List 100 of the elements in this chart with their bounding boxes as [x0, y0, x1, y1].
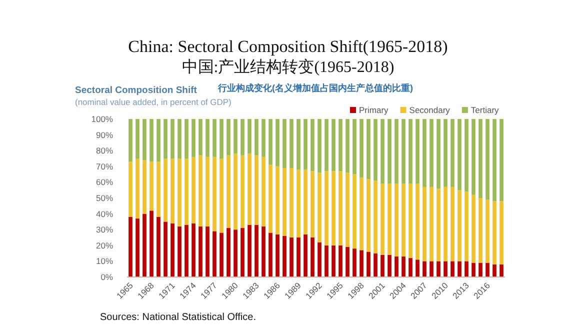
bar — [408, 119, 412, 184]
bar — [282, 119, 286, 168]
bar — [178, 158, 182, 226]
bar — [150, 162, 154, 211]
bar — [402, 256, 406, 277]
bar — [352, 119, 356, 174]
bar — [268, 232, 272, 277]
bar — [128, 119, 132, 162]
bar — [388, 184, 392, 255]
y-tick-label: 100% — [91, 114, 114, 124]
bar — [380, 254, 384, 277]
bar — [296, 238, 300, 277]
bar — [156, 216, 160, 277]
bar — [150, 210, 154, 277]
bar — [346, 246, 350, 277]
bar — [324, 119, 328, 172]
bar — [310, 238, 314, 277]
y-tick-label: 30% — [96, 224, 114, 235]
bar — [430, 186, 434, 262]
bar — [206, 156, 210, 226]
bar — [184, 119, 188, 158]
bar — [388, 119, 392, 184]
bar — [212, 156, 216, 232]
bar — [338, 171, 342, 246]
bar — [464, 192, 468, 262]
bar — [170, 158, 174, 224]
bar — [178, 119, 182, 158]
bar — [296, 170, 300, 238]
y-tick-label: 90% — [96, 130, 114, 140]
bar — [254, 155, 258, 225]
bar — [374, 253, 378, 277]
bar — [486, 262, 490, 277]
bar — [254, 224, 258, 277]
bar — [310, 119, 314, 172]
bar — [198, 119, 202, 156]
bar — [422, 261, 426, 277]
bar — [290, 238, 294, 277]
bar — [178, 226, 182, 277]
bar — [142, 119, 146, 160]
bar — [458, 119, 462, 190]
text: 行业构成变化(名义增加值占国内生产总值的比重) — [217, 83, 413, 93]
y-tick-label: 40% — [96, 208, 114, 219]
bar — [394, 184, 398, 256]
bar — [492, 264, 496, 277]
bar — [268, 119, 272, 165]
bar — [374, 119, 378, 181]
bar — [164, 222, 168, 277]
legend-label: Primary — [359, 105, 390, 115]
bar — [192, 223, 196, 277]
bar — [416, 260, 420, 277]
bar — [226, 155, 230, 228]
bar — [352, 174, 356, 249]
bar — [262, 226, 266, 277]
bar — [240, 228, 244, 277]
source-note: Sources: National Statistical Office. — [100, 312, 256, 323]
bar — [220, 232, 224, 277]
bar — [318, 172, 322, 242]
bar — [136, 218, 140, 277]
bar — [192, 156, 196, 224]
bar — [416, 119, 420, 184]
bar — [450, 119, 454, 187]
bar — [458, 261, 462, 277]
bar — [276, 119, 280, 166]
bar — [234, 230, 238, 277]
y-tick-label: 0% — [100, 272, 114, 282]
bar — [478, 119, 482, 198]
bar — [366, 179, 370, 252]
bar — [360, 250, 364, 277]
y-tick-label: 50% — [96, 193, 114, 203]
bar — [422, 119, 426, 187]
bar — [296, 119, 300, 170]
bar — [464, 119, 468, 192]
bar — [408, 184, 412, 258]
bar — [436, 261, 440, 277]
text: (nominal value added, in percent of GDP) — [75, 97, 232, 107]
bar — [248, 154, 252, 225]
bar — [276, 166, 280, 234]
bar — [478, 198, 482, 263]
bar — [444, 119, 448, 187]
bar — [310, 171, 314, 238]
bar — [318, 242, 322, 277]
bar — [338, 245, 342, 277]
bar — [458, 190, 462, 262]
bar — [402, 184, 406, 256]
bar — [142, 214, 146, 277]
bar — [430, 119, 434, 187]
bar — [212, 231, 216, 277]
bar — [248, 224, 252, 277]
bar — [164, 119, 168, 158]
bar — [338, 119, 342, 172]
bar — [464, 261, 468, 277]
bar — [192, 119, 196, 157]
bar — [394, 256, 398, 277]
bar — [394, 119, 398, 184]
bar — [472, 119, 476, 195]
bar — [346, 119, 350, 173]
bar — [472, 194, 476, 263]
bar — [290, 168, 294, 238]
bar — [374, 180, 378, 254]
y-tick-label: 80% — [96, 146, 114, 156]
